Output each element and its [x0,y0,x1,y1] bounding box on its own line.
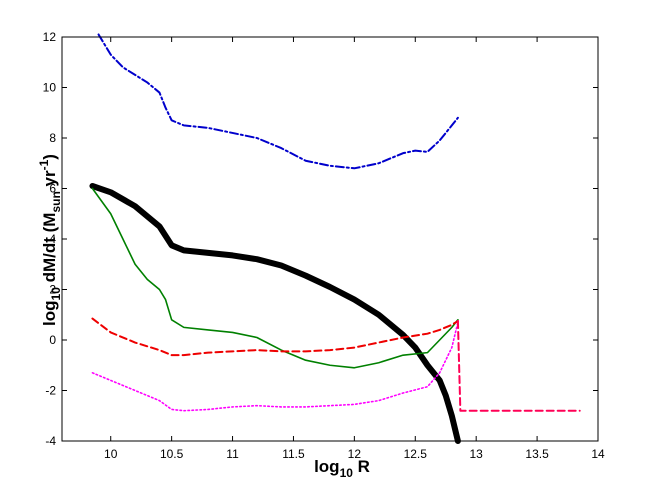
x-tick-label: 10.5 [160,447,184,461]
y-tick-label: 10 [43,81,57,95]
x-tick-label: 14 [591,447,605,461]
y-label-end: ) [40,154,59,160]
y-tick-label: -2 [45,384,56,398]
x-label-sub: 10 [340,466,354,480]
y-label-sup: -1 [37,159,51,170]
x-tick-label: 12 [348,447,362,461]
y-tick-label: 12 [43,30,57,44]
y-tick-label: -4 [45,434,56,448]
y-tick-label: 2 [49,283,56,297]
series-line-3 [91,187,459,369]
series-line-5 [91,321,459,412]
y-tick-label: 6 [49,182,56,196]
y-label-sub2: sun [49,191,63,212]
x-tick-label: 11 [226,447,239,461]
y-label-prefix: log [40,300,59,326]
x-tick-label: 13.5 [525,447,549,461]
y-tick-label: 0 [49,333,56,347]
x-tick-label: 13 [470,447,484,461]
x-label-text: R [353,457,370,476]
x-axis-label: log10 R [314,457,370,480]
y-label-sub1: 10 [49,287,63,301]
y-axis-label: log10 dM/dt (Msun yr-1) [37,154,63,326]
y-label-mid2: yr [40,170,59,191]
series-line-6 [456,320,581,412]
series-line-2 [97,33,459,170]
tick-layer: 10 10.5 11 11.5 12 12.5 13 13.5 14 -4 -2 0 2 4 6 8 10 12 [43,30,605,461]
y-tick-label: 4 [49,232,56,246]
series-layer [89,33,581,444]
x-tick-label: 11.5 [282,447,305,461]
y-label-mid: dM/dt (M [40,213,59,288]
x-label-prefix: log [314,457,340,476]
series-line-4 [91,317,459,357]
x-tick-label: 10 [104,447,118,461]
y-tick-label: 8 [49,131,56,145]
x-tick-label: 12.5 [404,447,428,461]
series-line-1 [89,182,461,444]
